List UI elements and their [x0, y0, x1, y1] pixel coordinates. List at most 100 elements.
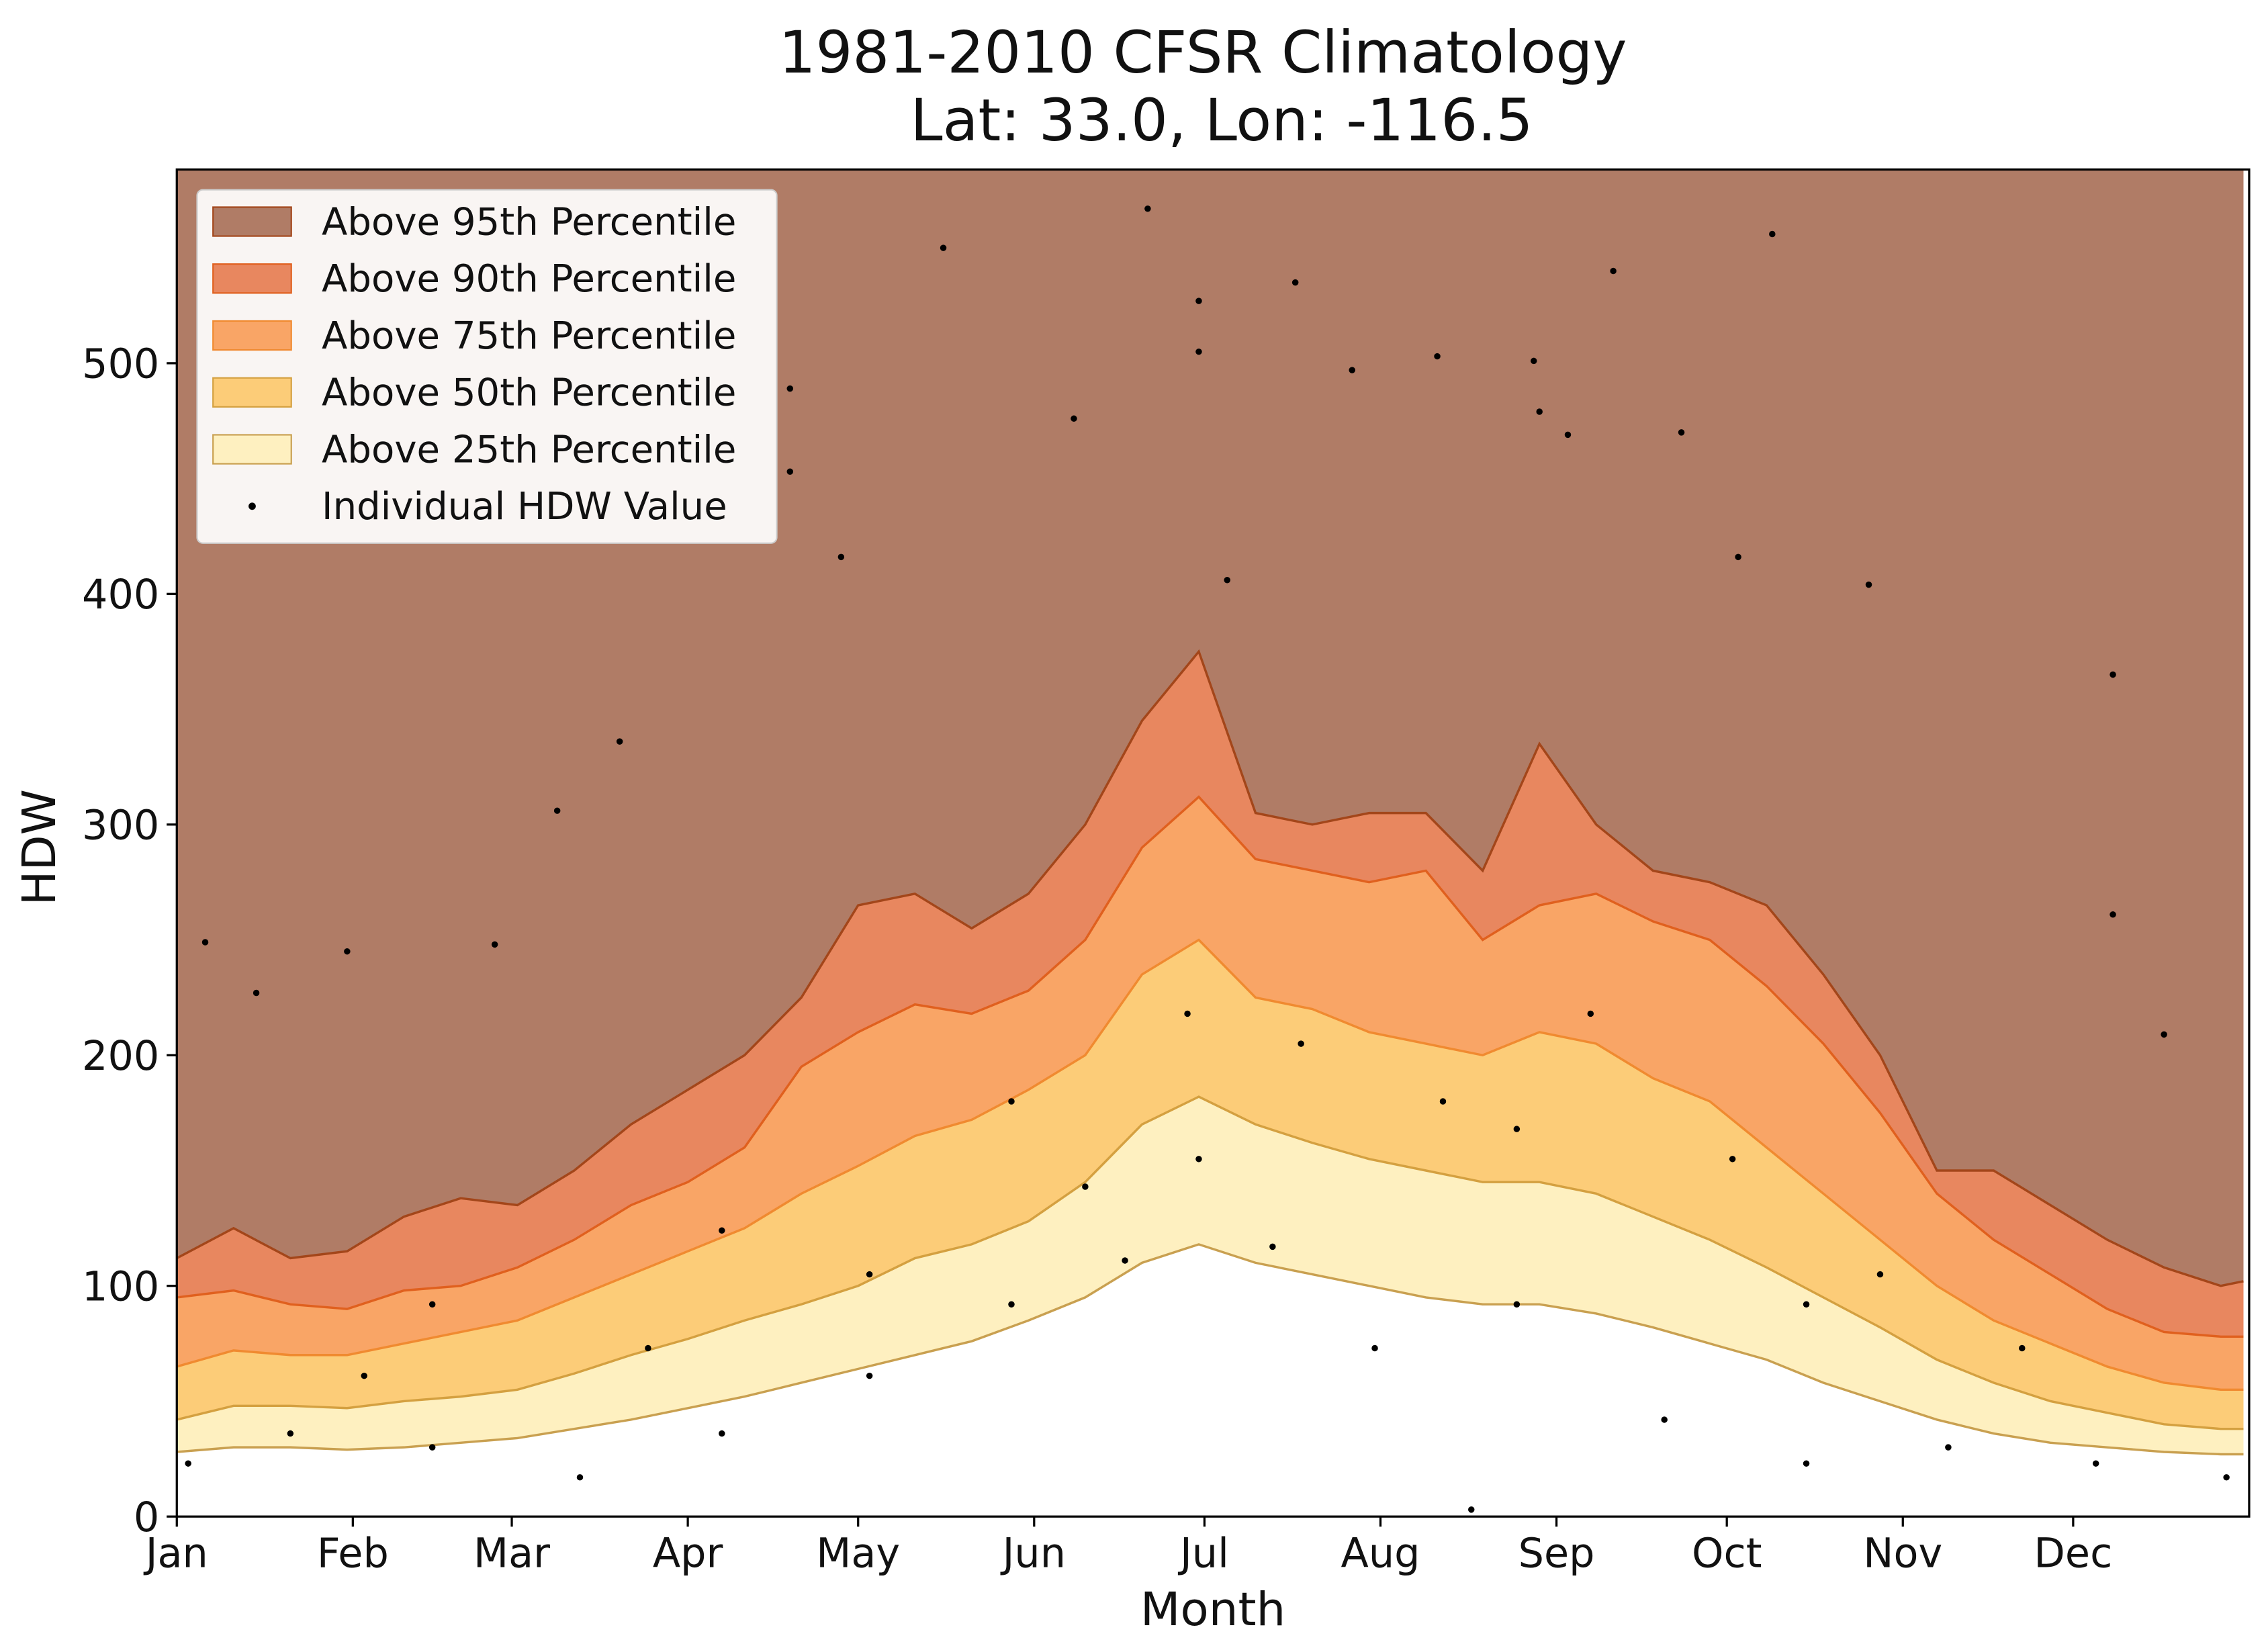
scatter-point [1876, 1271, 1884, 1278]
scatter-point [1513, 1301, 1521, 1308]
scatter-point [491, 941, 498, 948]
scatter-point [553, 807, 561, 814]
scatter-point [1195, 348, 1202, 355]
band-fill [177, 651, 2244, 1337]
plot-frame [175, 168, 2251, 1518]
scatter-point [344, 948, 351, 955]
y-tick-label: 200 [82, 1033, 159, 1080]
scatter-point [1298, 1040, 1304, 1047]
y-axis-label: HDW [13, 789, 66, 905]
y-tick-label: 500 [82, 340, 159, 387]
scatter-point [1945, 1444, 1952, 1451]
x-tick-label: Nov [1863, 1531, 1942, 1578]
scatter-point [719, 1227, 725, 1234]
x-tick-label: Feb [317, 1531, 389, 1578]
scatter-point [1468, 1506, 1475, 1513]
scatter-point [1865, 581, 1872, 588]
legend: Above 95th Percentile Above 90th Percenti… [196, 189, 778, 544]
legend-swatch [212, 320, 292, 351]
x-tick-label: May [816, 1531, 900, 1578]
y-tick-label: 300 [82, 802, 159, 849]
legend-label: Above 50th Percentile [322, 371, 736, 415]
y-tick-label: 400 [82, 572, 159, 619]
legend-label: Above 75th Percentile [322, 314, 736, 358]
scatter-point [1008, 1098, 1015, 1105]
y-tick-label: 0 [134, 1494, 159, 1541]
band-fill [177, 1097, 2244, 1455]
scatter-point [1224, 576, 1230, 584]
scatter-point [1439, 1098, 1447, 1105]
scatter-point [1803, 1301, 1810, 1308]
y-tick-label: 100 [82, 1263, 159, 1310]
scatter-point [2161, 1031, 2167, 1038]
legend-swatch [212, 377, 292, 408]
scatter-point [616, 738, 623, 745]
scatter-point [719, 1430, 725, 1437]
scatter-point [1291, 279, 1299, 286]
scatter-point [2223, 1474, 2230, 1481]
legend-label: Above 25th Percentile [322, 428, 736, 471]
scatter-point [1082, 1183, 1089, 1190]
percentile-line [177, 795, 2244, 1338]
scatter-point [1678, 429, 1685, 436]
scatter-point [2092, 1460, 2099, 1467]
percentile-line [176, 938, 2244, 1391]
scatter-point [361, 1372, 367, 1379]
scatter-point [428, 1301, 436, 1308]
scatter-point [1531, 357, 1537, 365]
scatter-point [2110, 911, 2116, 918]
x-tick-label: Jan [143, 1531, 208, 1578]
scatter-point [2019, 1344, 2026, 1352]
scatter-point [1661, 1416, 1668, 1423]
scatter-point [1144, 205, 1151, 212]
x-tick-label: Apr [653, 1531, 723, 1578]
x-tick-label: Sep [1518, 1531, 1595, 1578]
legend-label: Above 90th Percentile [322, 257, 736, 301]
chart-title: 1981-2010 CFSR Climatology [779, 19, 1627, 87]
scatter-point [1371, 1344, 1378, 1352]
legend-marker [248, 502, 256, 510]
legend-box [196, 189, 778, 544]
x-tick-label: Dec [2034, 1531, 2112, 1578]
scatter-point [2110, 671, 2116, 678]
x-tick-label: Jun [1000, 1531, 1066, 1578]
x-tick-label: Aug [1341, 1531, 1420, 1578]
chart-subtitle: Lat: 33.0, Lon: -116.5 [910, 87, 1533, 154]
scatter-point [428, 1444, 436, 1451]
band-fill [177, 940, 2244, 1429]
scatter-point [866, 1271, 873, 1278]
scatter-point [1122, 1257, 1128, 1264]
scatter-point [287, 1430, 294, 1437]
scatter-point [1349, 367, 1355, 373]
legend-swatch [212, 206, 292, 237]
scatter-point [1803, 1460, 1810, 1467]
scatter-point [1513, 1126, 1521, 1132]
scatter-point [1071, 415, 1077, 422]
scatter-point [201, 939, 209, 946]
legend-swatch [212, 434, 292, 465]
scatter-point [1434, 353, 1441, 360]
scatter-point [866, 1372, 873, 1379]
x-tick-label: Jul [1177, 1531, 1229, 1578]
scatter-point [1587, 1010, 1594, 1017]
legend-swatch [212, 263, 292, 294]
scatter-point [1269, 1243, 1276, 1250]
scatter-point [1195, 1156, 1202, 1162]
scatter-point [1735, 553, 1741, 561]
scatter-point [1184, 1010, 1191, 1017]
x-tick-label: Mar [473, 1531, 550, 1578]
scatter-point [786, 385, 794, 392]
scatter-point [837, 553, 845, 561]
scatter-point [1008, 1301, 1015, 1308]
legend-label: Above 95th Percentile [322, 200, 736, 244]
scatter-point [1536, 408, 1543, 415]
scatter-point [1769, 230, 1776, 238]
percentile-line [177, 1243, 2244, 1456]
band-fill [177, 796, 2244, 1390]
scatter-point [1610, 267, 1617, 275]
scatter-point [786, 468, 794, 475]
scatter-point [1195, 298, 1202, 304]
percentile-line [176, 649, 2244, 1287]
scatter-point [1564, 431, 1572, 439]
